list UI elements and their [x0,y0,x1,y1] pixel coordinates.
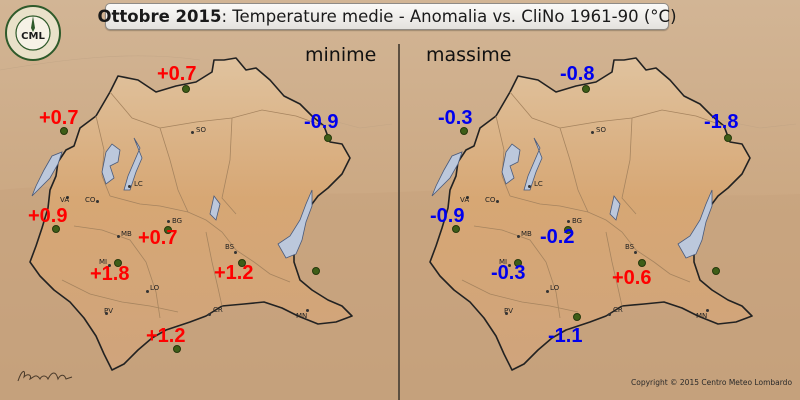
city-dot [496,200,499,203]
min-value-brescia: +1.2 [214,262,254,284]
city-dot [546,290,549,293]
min-value-oltrepo: +1.2 [146,325,186,347]
city-label-so: SO [196,126,206,134]
city-label-mb: MB [121,230,132,238]
min-value-varese: +0.9 [28,205,68,227]
station-dot [582,85,590,93]
city-dot [466,196,469,199]
max-value-oltrepo: -1.1 [548,325,583,347]
city-dot [208,313,211,316]
city-dot [146,290,149,293]
panel-divider [398,44,400,400]
station-dot [564,226,572,234]
city-dot [517,235,520,238]
author-signature [16,367,76,388]
city-label-bg: BG [172,217,183,225]
max-value-brescia: +0.6 [612,267,652,289]
min-value-milano: +1.8 [90,263,130,285]
station-dot [712,267,720,275]
station-dot [460,127,468,135]
max-value-varese: -0.9 [430,205,465,227]
city-label-mi: MI [499,258,508,266]
city-label-lc: LC [534,180,543,188]
station-dot [514,259,522,267]
city-dot [306,309,309,312]
panel-label-massime: massime [426,44,512,66]
station-dot [182,85,190,93]
city-label-lo: LO [150,284,160,292]
city-dot [167,220,170,223]
min-value-bergamo: +0.7 [138,227,178,249]
city-dot [505,312,508,315]
station-dot [114,259,122,267]
max-value-valchiavenna: -0.3 [438,107,473,129]
city-label-pv: PV [104,307,114,315]
cml-logo-icon: CML [4,4,62,62]
copyright-text: Copyright © 2015 Centro Meteo Lombardo [631,378,793,387]
map-title: Ottobre 2015: Temperature medie - Anomal… [98,3,677,30]
city-dot [508,264,511,267]
city-label-cr: CR [213,306,223,314]
station-dot [238,259,246,267]
max-value-milano: -0.3 [491,262,526,284]
city-dot [591,131,594,134]
city-label-lo: LO [550,284,560,292]
station-dot [173,345,181,353]
city-label-co: CO [485,196,496,204]
city-dot [634,251,637,254]
station-dot [573,313,581,321]
station-dot [724,134,732,142]
city-label-va: VA [460,196,470,204]
station-dot [52,225,60,233]
city-dot [608,313,611,316]
city-label-pv: PV [504,307,514,315]
min-value-alto-sondrio: +0.7 [157,63,197,85]
city-dot [567,220,570,223]
city-label-va: VA [60,196,70,204]
city-label-bs: BS [225,243,235,251]
city-label-co: CO [85,196,96,204]
city-dot [706,309,709,312]
station-dot [324,134,332,142]
station-dot [638,259,646,267]
station-dot [312,267,320,275]
city-label-lc: LC [134,180,143,188]
station-dot [452,225,460,233]
city-dot [128,185,131,188]
city-label-bg: BG [572,217,583,225]
city-label-mn: MN [696,312,708,320]
max-value-bergamo: -0.2 [540,226,575,248]
city-dot [108,264,111,267]
city-label-mb: MB [521,230,532,238]
max-value-alto-sondrio: -0.8 [560,63,595,85]
logo-text: CML [21,31,45,42]
station-dot [164,226,172,234]
min-value-camonica: -0.9 [304,111,339,133]
min-value-valchiavenna: +0.7 [39,107,79,129]
title-description: : Temperature medie - Anomalia vs. CliNo… [221,7,677,26]
city-dot [105,312,108,315]
city-label-so: SO [596,126,606,134]
city-dot [528,185,531,188]
city-dot [234,251,237,254]
station-dot [60,127,68,135]
max-value-camonica: -1.8 [704,111,739,133]
city-label-mn: MN [296,312,308,320]
city-dot [96,200,99,203]
city-dot [191,131,194,134]
panel-label-minime: minime [305,44,377,66]
city-label-cr: CR [613,306,623,314]
city-label-bs: BS [625,243,635,251]
city-label-mi: MI [99,258,108,266]
city-dot [66,196,69,199]
city-dot [117,235,120,238]
title-month: Ottobre 2015 [97,7,222,26]
